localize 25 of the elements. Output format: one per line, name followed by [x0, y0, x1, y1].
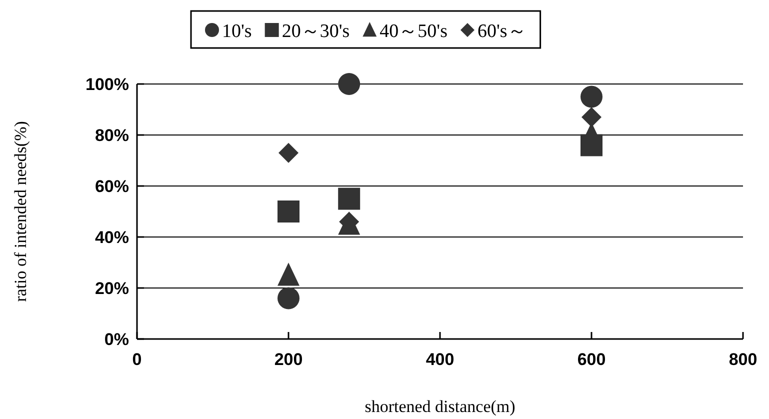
point	[582, 107, 602, 128]
y-tick-label: 60%	[94, 177, 129, 196]
x-tick-label: 800	[728, 350, 758, 369]
point	[338, 188, 360, 210]
point	[278, 262, 300, 286]
y-tick-label: 40%	[94, 228, 129, 247]
y-axis-title: ratio of intended needs(%)	[11, 121, 30, 302]
point	[278, 287, 300, 310]
x-tick-label: 400	[426, 350, 454, 369]
point	[278, 142, 298, 163]
x-tick-label: 200	[274, 350, 303, 369]
x-axis-title: shortened distance(m)	[364, 397, 516, 416]
legend-label: 20～30's	[282, 21, 350, 42]
y-tick-label: 80%	[94, 126, 129, 145]
x-tick-label: 600	[577, 350, 606, 369]
x-tick-label: 0	[132, 350, 142, 369]
legend-label: 60's～	[477, 21, 526, 42]
point	[338, 73, 360, 95]
legend-label: 40～50's	[380, 21, 448, 42]
y-tick-label: 20%	[94, 279, 129, 298]
point	[278, 200, 300, 222]
legend-label: 10's	[222, 21, 252, 42]
y-tick-label: 100%	[86, 75, 129, 94]
y-tick-label: 0%	[104, 330, 129, 349]
point	[580, 86, 602, 108]
